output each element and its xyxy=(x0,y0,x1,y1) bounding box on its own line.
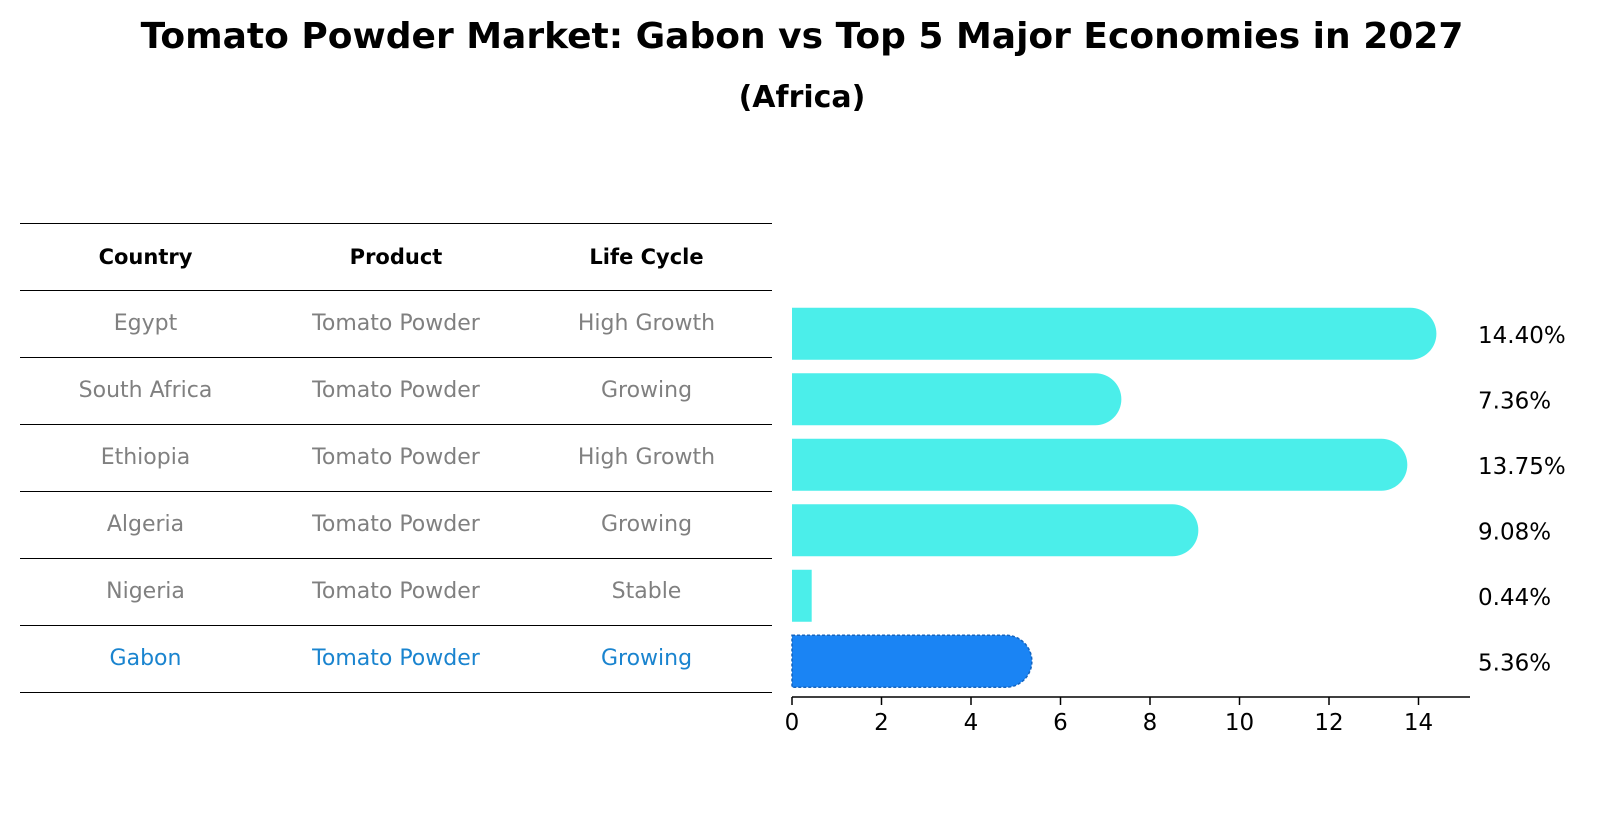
cell-life-cycle: Stable xyxy=(611,579,682,604)
x-tick-label: 4 xyxy=(964,710,979,736)
data-table: Country Product Life Cycle Egypt Tomato … xyxy=(20,223,772,693)
bar-value-label: 9.08% xyxy=(1478,519,1551,545)
x-tick-label: 6 xyxy=(1053,710,1068,736)
header-product: Product xyxy=(349,245,443,269)
cell-product: Tomato Powder xyxy=(312,445,480,470)
header-country: Country xyxy=(98,245,193,269)
bar-value-label: 14.40% xyxy=(1478,323,1566,349)
bar-gabon xyxy=(791,634,1033,688)
cell-product: Tomato Powder xyxy=(312,512,480,537)
x-tick-label: 12 xyxy=(1314,710,1343,736)
cell-country: Egypt xyxy=(113,311,178,336)
cell-country: Nigeria xyxy=(106,579,185,604)
cell-product: Tomato Powder xyxy=(312,579,480,604)
bar-ethiopia xyxy=(792,438,1408,491)
table-row: Algeria Tomato Powder Growing xyxy=(20,492,772,559)
bar-nigeria xyxy=(792,569,812,622)
x-tick-label: 8 xyxy=(1143,710,1158,736)
cell-life-cycle: High Growth xyxy=(577,311,716,336)
chart-title: Tomato Powder Market: Gabon vs Top 5 Maj… xyxy=(140,16,1464,57)
x-tick-label: 0 xyxy=(785,710,800,736)
table-header-row: Country Product Life Cycle xyxy=(20,223,772,291)
cell-country: Algeria xyxy=(106,512,185,537)
cell-country: Ethiopia xyxy=(100,445,191,470)
cell-product: Tomato Powder xyxy=(312,311,480,336)
x-tick-label: 10 xyxy=(1225,710,1254,736)
cell-life-cycle: Growing xyxy=(600,512,693,537)
table-row-highlighted: Gabon Tomato Powder Growing xyxy=(20,626,772,693)
chart-subtitle: (Africa) xyxy=(738,80,866,115)
cell-life-cycle: Growing xyxy=(600,378,693,403)
x-tick-label: 2 xyxy=(874,710,889,736)
cell-country: South Africa xyxy=(78,378,213,403)
table-row: Nigeria Tomato Powder Stable xyxy=(20,559,772,626)
cell-product: Tomato Powder xyxy=(312,646,480,671)
bar-algeria xyxy=(792,504,1199,557)
bar-value-label: 5.36% xyxy=(1478,650,1551,676)
bar-egypt xyxy=(792,307,1437,360)
header-life-cycle: Life Cycle xyxy=(589,245,704,269)
cell-life-cycle: Growing xyxy=(600,646,693,671)
bar-value-label: 0.44% xyxy=(1478,585,1551,611)
cell-product: Tomato Powder xyxy=(312,378,480,403)
cell-life-cycle: High Growth xyxy=(577,445,716,470)
bar-value-label: 7.36% xyxy=(1478,388,1551,414)
table-row: Ethiopia Tomato Powder High Growth xyxy=(20,425,772,492)
cell-country: Gabon xyxy=(109,646,182,671)
bar-value-label: 13.75% xyxy=(1478,454,1566,480)
x-tick-label: 14 xyxy=(1404,710,1433,736)
table-row: South Africa Tomato Powder Growing xyxy=(20,358,772,425)
table-row: Egypt Tomato Powder High Growth xyxy=(20,291,772,358)
bar-south-africa xyxy=(792,373,1122,426)
